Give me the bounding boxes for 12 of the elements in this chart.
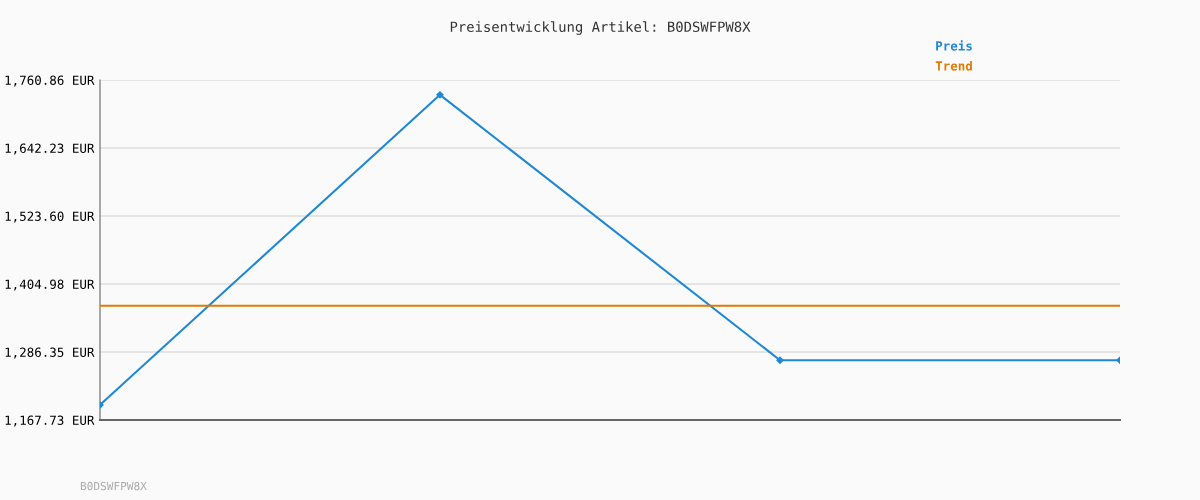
y-tick-label: 1,642.23 EUR xyxy=(5,143,95,155)
y-tick-label: 1,286.35 EUR xyxy=(5,347,95,359)
point xyxy=(436,91,444,99)
text: B0DSWFPW8X xyxy=(80,481,147,491)
y-tick-label: 1,760.86 EUR xyxy=(5,75,95,87)
text: Preis xyxy=(936,40,972,51)
text: Trend xyxy=(935,60,972,71)
chart-title: Preisentwicklung Artikel: B0DSWFPW8X xyxy=(450,21,751,35)
y-tick-label: 1,523.60 EUR xyxy=(5,211,95,223)
y-tick-label: 1,167.73 EUR xyxy=(5,415,95,427)
point xyxy=(776,356,784,364)
y-tick-label: 1,404.98 EUR xyxy=(5,279,95,291)
